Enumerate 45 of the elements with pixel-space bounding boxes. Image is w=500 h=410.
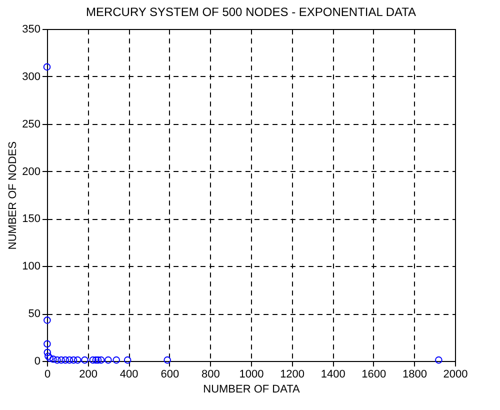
y-tick-label: 100 [22, 260, 40, 273]
point [89, 356, 97, 364]
x-tick-label: 1200 [280, 368, 305, 380]
y-tick-label: 250 [22, 118, 40, 130]
x-tick-label: 800 [202, 368, 220, 380]
point [44, 340, 51, 348]
point [66, 356, 74, 364]
x-axis-title: NUMBER OF DATA [203, 384, 301, 396]
point [435, 356, 442, 364]
y-axis-title: NUMBER OF NODES [7, 141, 20, 250]
x-tick-label: 0 [44, 368, 51, 380]
point [44, 348, 52, 356]
point [92, 356, 100, 364]
y-tick-label: 0 [34, 356, 40, 368]
x-tick-label: 1000 [239, 368, 264, 380]
x-tick-label: 1600 [362, 368, 386, 380]
x-tick-label: 1800 [402, 368, 427, 380]
point [112, 356, 120, 364]
x-tick-label: 2000 [443, 368, 468, 380]
y-tick-label: 150 [22, 213, 40, 226]
point [44, 316, 51, 324]
x-tick-label: 200 [79, 368, 98, 380]
y-tick-label: 300 [22, 70, 40, 83]
y-tick-label: 350 [22, 24, 40, 36]
point [49, 355, 57, 363]
point [58, 356, 65, 364]
chart-title: MERCURY SYSTEM OF 500 NODES - EXPONENTIAL DATA [86, 5, 416, 19]
point [54, 356, 61, 364]
point [97, 356, 105, 364]
y-tick-label: 200 [22, 166, 40, 178]
x-tick-label: 600 [160, 368, 180, 380]
point [81, 356, 88, 364]
point [43, 63, 51, 71]
y-tick-label: 50 [28, 308, 40, 320]
x-tick-label: 1400 [320, 368, 346, 380]
point [104, 356, 112, 364]
point [46, 354, 54, 362]
point [94, 356, 102, 364]
x-tick-label: 400 [120, 368, 138, 380]
point [74, 356, 82, 364]
point [70, 356, 78, 364]
point [164, 356, 172, 364]
point [62, 356, 70, 364]
point [124, 356, 132, 364]
point [44, 352, 52, 360]
